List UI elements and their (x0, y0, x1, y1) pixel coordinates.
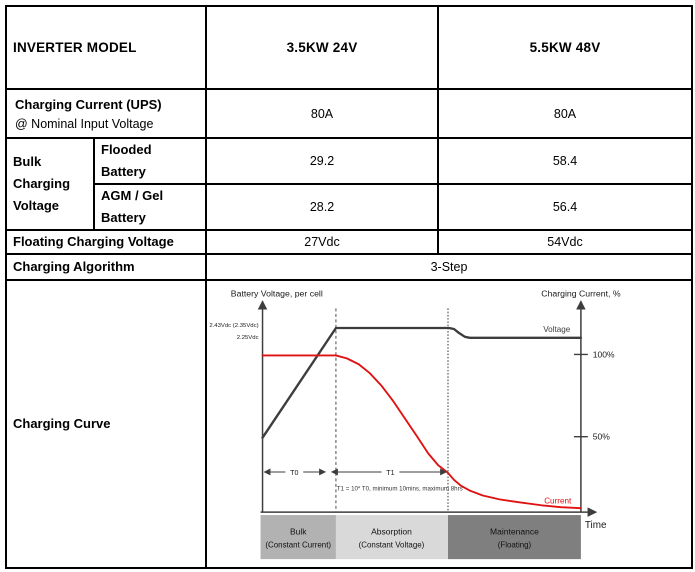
bulk-charging-voltage-label-cell: Bulk Charging Voltage (5, 137, 95, 231)
value-text: 28.2 (309, 200, 335, 214)
table-row: Bulk Charging Voltage Flooded Battery 29… (5, 137, 693, 231)
t1-note: T1 = 10* T0, minimum 10mins, maximum 8hr… (337, 486, 463, 493)
flooded-48v-value: 58.4 (437, 137, 693, 185)
flooded-battery-label: Flooded Battery (101, 142, 152, 179)
current-line (261, 354, 582, 510)
voltage-series-label: Voltage (543, 325, 571, 334)
agm-gel-battery-label: AGM / Gel Battery (101, 188, 164, 225)
charging-algorithm-label-cell: Charging Algorithm (5, 253, 207, 281)
tick-100-label: 100% (593, 349, 615, 359)
tick-50-label: 50% (593, 432, 611, 442)
value-text: 3-Step (430, 260, 468, 274)
value-text: 58.4 (552, 154, 578, 168)
bulk-phase-label: Bulk (290, 527, 307, 537)
charging-current-label: Charging Current (UPS) (15, 96, 162, 112)
left-axis-title: Battery Voltage, per cell (231, 289, 323, 299)
phase-band-bulk (260, 515, 336, 560)
value-text: 54Vdc (547, 235, 583, 249)
t0-label-bg (285, 466, 304, 477)
flooded-battery-label-cell: Flooded Battery (93, 137, 207, 185)
voltage-line (261, 326, 583, 439)
bulk-phase-sublabel: (Constant Current) (265, 540, 331, 549)
current-series-label: Current (544, 496, 572, 505)
t0-label: T0 (290, 469, 298, 477)
right-axis-title: Charging Current, % (541, 289, 621, 299)
absorption-phase-sublabel: (Constant Voltage) (359, 540, 425, 549)
value-text: 80A (553, 106, 577, 121)
absorption-phase-label: Absorption (371, 527, 412, 537)
header-cell-inverter-model: INVERTER MODEL (5, 5, 207, 90)
inverter-model-label: INVERTER MODEL (13, 40, 137, 55)
charging-curve-label: Charging Curve (13, 416, 111, 431)
charging-curve-chart-cell: Bulk (Constant Current) Absorption (Cons… (205, 279, 693, 569)
float-voltage-tick-label: 2.25Vdc (237, 335, 259, 341)
charging-curve-chart: Bulk (Constant Current) Absorption (Cons… (209, 289, 621, 560)
value-text: 80A (310, 106, 334, 121)
floating-48v-value: 54Vdc (437, 229, 693, 255)
phase-band-maintenance (448, 515, 581, 560)
model-3-5kw-label: 3.5KW 24V (286, 40, 358, 55)
value-text: 27Vdc (304, 235, 340, 249)
value-text: 29.2 (309, 154, 335, 168)
t1-label: T1 (386, 469, 394, 477)
phase-band-absorption (335, 515, 448, 560)
model-5-5kw-label: 5.5KW 48V (529, 40, 601, 55)
agm-24v-value: 28.2 (205, 183, 439, 231)
agm-48v-value: 56.4 (437, 183, 693, 231)
charging-current-24v-value: 80A (205, 88, 439, 139)
header-cell-3-5kw-24v: 3.5KW 24V (205, 5, 439, 90)
maintenance-phase-label: Maintenance (490, 527, 539, 537)
table-row: AGM / Gel Battery 28.2 56.4 (6, 183, 693, 231)
table-row: Floating Charging Voltage 27Vdc 54Vdc (5, 229, 693, 255)
maintenance-phase-sublabel: (Floating) (498, 540, 532, 549)
agm-gel-battery-label-cell: AGM / Gel Battery (93, 183, 207, 231)
charging-algorithm-value: 3-Step (205, 253, 693, 281)
bulk-voltage-tick-label: 2.43Vdc (2.35Vdc) (209, 323, 258, 329)
charging-current-label-cell: Charging Current (UPS) @ Nominal Input V… (5, 88, 207, 139)
floating-24v-value: 27Vdc (205, 229, 439, 255)
table-row: INVERTER MODEL 3.5KW 24V 5.5KW 48V (5, 5, 693, 90)
flooded-24v-value: 29.2 (205, 137, 439, 185)
charging-curve-label-cell: Charging Curve (5, 279, 207, 569)
table-row: Charging Current (UPS) @ Nominal Input V… (5, 88, 693, 139)
bulk-charging-voltage-label: Bulk Charging Voltage (13, 154, 71, 213)
inverter-spec-table: INVERTER MODEL 3.5KW 24V 5.5KW 48V Charg… (5, 5, 693, 569)
nominal-input-voltage-label: @ Nominal Input Voltage (15, 116, 154, 131)
charging-current-48v-value: 80A (437, 88, 693, 139)
t1-label-bg (381, 466, 400, 477)
value-text: 56.4 (552, 200, 578, 214)
charging-algorithm-label: Charging Algorithm (13, 259, 135, 274)
table-row: Charging Algorithm 3-Step (5, 253, 693, 281)
header-cell-5-5kw-48v: 5.5KW 48V (437, 5, 693, 90)
table-row: Charging Curve Bulk (5, 279, 693, 569)
floating-charging-voltage-label: Floating Charging Voltage (13, 234, 174, 249)
floating-charging-voltage-label-cell: Floating Charging Voltage (5, 229, 207, 255)
time-axis-label: Time (585, 520, 607, 531)
